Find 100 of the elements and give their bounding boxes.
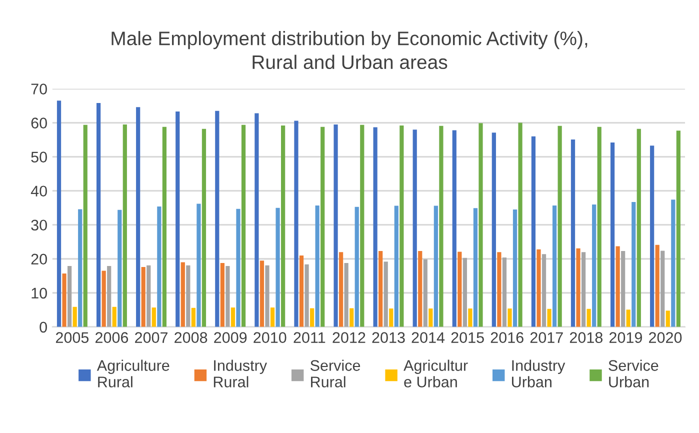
x-tick-label: 2020	[649, 332, 682, 343]
bar	[497, 252, 502, 327]
bar	[458, 252, 462, 327]
legend-label: Industry Urban	[512, 360, 566, 388]
x-tick-label: 2018	[570, 332, 603, 343]
bar	[660, 250, 665, 327]
x-tick-label: 2013	[372, 332, 405, 343]
legend-label: Service Urban	[608, 360, 658, 388]
bar	[502, 258, 507, 327]
bar	[107, 266, 112, 327]
bar	[96, 103, 101, 327]
x-tick-label: 2019	[609, 332, 642, 343]
x-tick-label: 2008	[174, 332, 208, 343]
bar	[610, 142, 615, 327]
bar	[62, 274, 66, 327]
x-tick-label: 2006	[96, 332, 128, 343]
bar	[650, 146, 654, 327]
bar	[508, 308, 512, 327]
bar	[512, 210, 518, 327]
bar	[492, 132, 496, 327]
y-tick-label: 60	[31, 118, 47, 128]
x-tick-label: 2016	[490, 332, 524, 343]
bar	[68, 266, 72, 327]
bar	[418, 251, 422, 327]
bar	[592, 204, 596, 327]
bar	[389, 308, 394, 327]
bar	[83, 124, 88, 327]
bar	[202, 128, 206, 327]
chart-title: Male Employment distribution by Economic Activity (%), Rural and Urban areas	[112, 31, 588, 70]
x-tick-label: 2007	[135, 332, 168, 343]
bar	[157, 206, 162, 327]
bar	[162, 126, 167, 327]
legend-label: Agriculture Rural	[96, 360, 170, 388]
legend-label: Service Rural	[310, 360, 360, 388]
bar	[299, 255, 304, 327]
legend-label: Industry Rural	[214, 360, 268, 388]
bar	[315, 205, 320, 327]
bar	[400, 126, 404, 327]
bar	[412, 130, 417, 327]
bar	[570, 139, 576, 327]
bar	[666, 310, 670, 327]
bar	[350, 308, 354, 327]
x-tick-label: 2012	[332, 332, 366, 343]
bar	[176, 112, 180, 327]
legend-label: Agricultur e Urban	[404, 360, 468, 388]
x-tick-label: 2005	[56, 332, 89, 343]
x-tick-label: 2011	[294, 332, 326, 343]
bar	[586, 308, 591, 327]
bar	[636, 128, 641, 327]
y-tick-label: 30	[31, 220, 47, 231]
bar	[671, 200, 676, 327]
bar	[141, 267, 146, 327]
bar	[118, 210, 122, 327]
bar	[320, 126, 325, 327]
bar	[78, 209, 82, 327]
bar	[558, 126, 562, 327]
bar	[394, 206, 398, 327]
bar	[196, 204, 201, 327]
bar	[462, 258, 467, 327]
bar	[230, 308, 236, 327]
bar	[626, 310, 630, 327]
bar	[536, 249, 541, 327]
bar	[294, 120, 298, 327]
bar	[439, 126, 444, 327]
bar	[265, 265, 270, 327]
bar	[304, 264, 309, 327]
bar	[215, 110, 220, 327]
y-tick-label: 20	[31, 254, 47, 265]
bar	[452, 130, 456, 327]
bar	[260, 260, 264, 327]
x-tick-label: 2010	[254, 332, 286, 343]
bar	[146, 265, 151, 327]
bar	[241, 124, 246, 327]
bar	[281, 126, 286, 327]
bar	[344, 262, 348, 327]
x-tick-label: 2009	[214, 332, 247, 343]
bar	[434, 206, 438, 327]
bar	[473, 208, 478, 327]
bar	[518, 122, 522, 327]
bar	[378, 251, 383, 327]
bar	[186, 265, 190, 327]
bar	[597, 126, 602, 327]
bar	[468, 308, 472, 327]
bar	[360, 124, 364, 327]
bar	[373, 127, 378, 327]
y-tick-label: 10	[32, 288, 47, 299]
bar	[531, 136, 536, 327]
bar	[423, 259, 428, 327]
bar	[547, 308, 552, 327]
bar	[676, 130, 680, 327]
bar	[384, 262, 388, 327]
bar	[338, 252, 344, 327]
bar	[334, 124, 338, 327]
bar	[276, 208, 280, 327]
bar	[655, 244, 660, 327]
bar	[542, 254, 546, 327]
y-tick-label: 70	[31, 84, 47, 94]
bar	[236, 208, 240, 327]
bar	[220, 262, 224, 327]
x-tick-label: 2014	[412, 332, 445, 343]
